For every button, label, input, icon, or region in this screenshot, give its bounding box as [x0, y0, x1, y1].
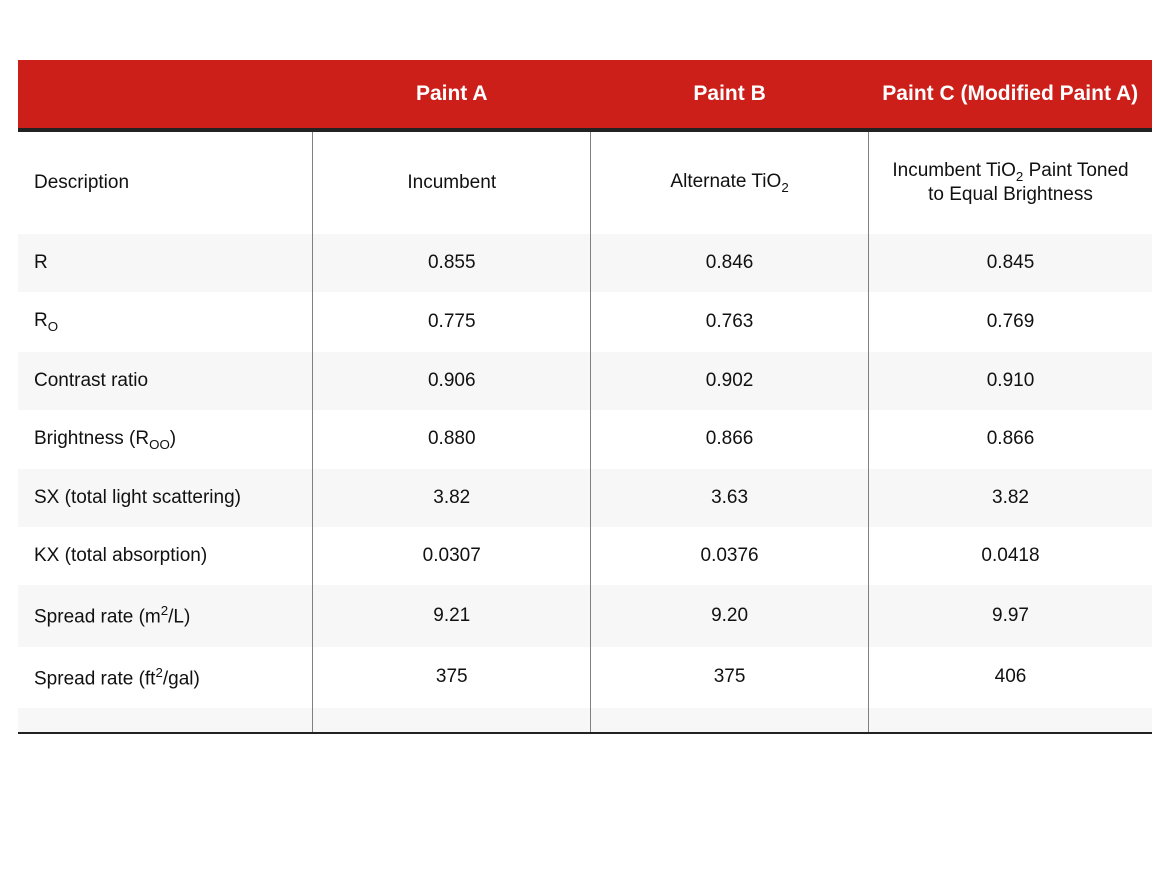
table-row: Spread rate (m2/L) 9.21 9.20 9.97 — [18, 585, 1152, 646]
cell-paint-b: Alternate TiO2 — [591, 130, 869, 234]
cell-paint-b: 375 — [591, 647, 869, 708]
cell-paint-a — [313, 708, 591, 733]
table-row: SX (total light scattering) 3.82 3.63 3.… — [18, 469, 1152, 527]
cell-paint-b: 0.763 — [591, 292, 869, 352]
cell-paint-a: 3.82 — [313, 469, 591, 527]
table-container: Paint A Paint B Paint C (Modified Paint … — [0, 0, 1170, 734]
cell-paint-b: 3.63 — [591, 469, 869, 527]
cell-paint-a: 375 — [313, 647, 591, 708]
cell-paint-c: 9.97 — [868, 585, 1152, 646]
cell-paint-c: 406 — [868, 647, 1152, 708]
row-label: KX (total absorption) — [18, 527, 313, 585]
table-row: Contrast ratio 0.906 0.902 0.910 — [18, 352, 1152, 410]
table-row: R 0.855 0.846 0.845 — [18, 234, 1152, 292]
row-label: R — [18, 234, 313, 292]
col-header-paint-c: Paint C (Modified Paint A) — [868, 60, 1152, 130]
table-body: Description Incumbent Alternate TiO2 Inc… — [18, 130, 1152, 733]
row-label: Description — [18, 130, 313, 234]
col-header-paint-a: Paint A — [313, 60, 591, 130]
cell-paint-a: Incumbent — [313, 130, 591, 234]
cell-paint-c: 0.769 — [868, 292, 1152, 352]
cell-paint-b — [591, 708, 869, 733]
table-row: Spread rate (ft2/gal) 375 375 406 — [18, 647, 1152, 708]
row-label: RO — [18, 292, 313, 352]
row-label: Brightness (ROO) — [18, 410, 313, 470]
cell-paint-c: 3.82 — [868, 469, 1152, 527]
cell-paint-b: 0.902 — [591, 352, 869, 410]
table-row: RO 0.775 0.763 0.769 — [18, 292, 1152, 352]
cell-paint-c — [868, 708, 1152, 733]
cell-paint-b: 0.866 — [591, 410, 869, 470]
row-label: Spread rate (m2/L) — [18, 585, 313, 646]
cell-paint-a: 0.0307 — [313, 527, 591, 585]
cell-paint-a: 0.775 — [313, 292, 591, 352]
paint-comparison-table: Paint A Paint B Paint C (Modified Paint … — [18, 60, 1152, 734]
cell-paint-c: 0.910 — [868, 352, 1152, 410]
cell-paint-a: 0.880 — [313, 410, 591, 470]
row-label: SX (total light scattering) — [18, 469, 313, 527]
cell-paint-b: 0.0376 — [591, 527, 869, 585]
col-header-paint-b: Paint B — [591, 60, 869, 130]
cell-paint-a: 9.21 — [313, 585, 591, 646]
cell-paint-b: 0.846 — [591, 234, 869, 292]
cell-paint-c: Incumbent TiO2 Paint Toned to Equal Brig… — [868, 130, 1152, 234]
table-header-row: Paint A Paint B Paint C (Modified Paint … — [18, 60, 1152, 130]
cell-paint-c: 0.866 — [868, 410, 1152, 470]
cell-paint-b: 9.20 — [591, 585, 869, 646]
cell-paint-c: 0.845 — [868, 234, 1152, 292]
row-label: Contrast ratio — [18, 352, 313, 410]
cell-paint-c: 0.0418 — [868, 527, 1152, 585]
cell-paint-a: 0.906 — [313, 352, 591, 410]
row-label: Spread rate (ft2/gal) — [18, 647, 313, 708]
cell-paint-a: 0.855 — [313, 234, 591, 292]
table-row: KX (total absorption) 0.0307 0.0376 0.04… — [18, 527, 1152, 585]
table-row: Description Incumbent Alternate TiO2 Inc… — [18, 130, 1152, 234]
table-row — [18, 708, 1152, 733]
table-row: Brightness (ROO) 0.880 0.866 0.866 — [18, 410, 1152, 470]
row-label — [18, 708, 313, 733]
col-header-description — [18, 60, 313, 130]
